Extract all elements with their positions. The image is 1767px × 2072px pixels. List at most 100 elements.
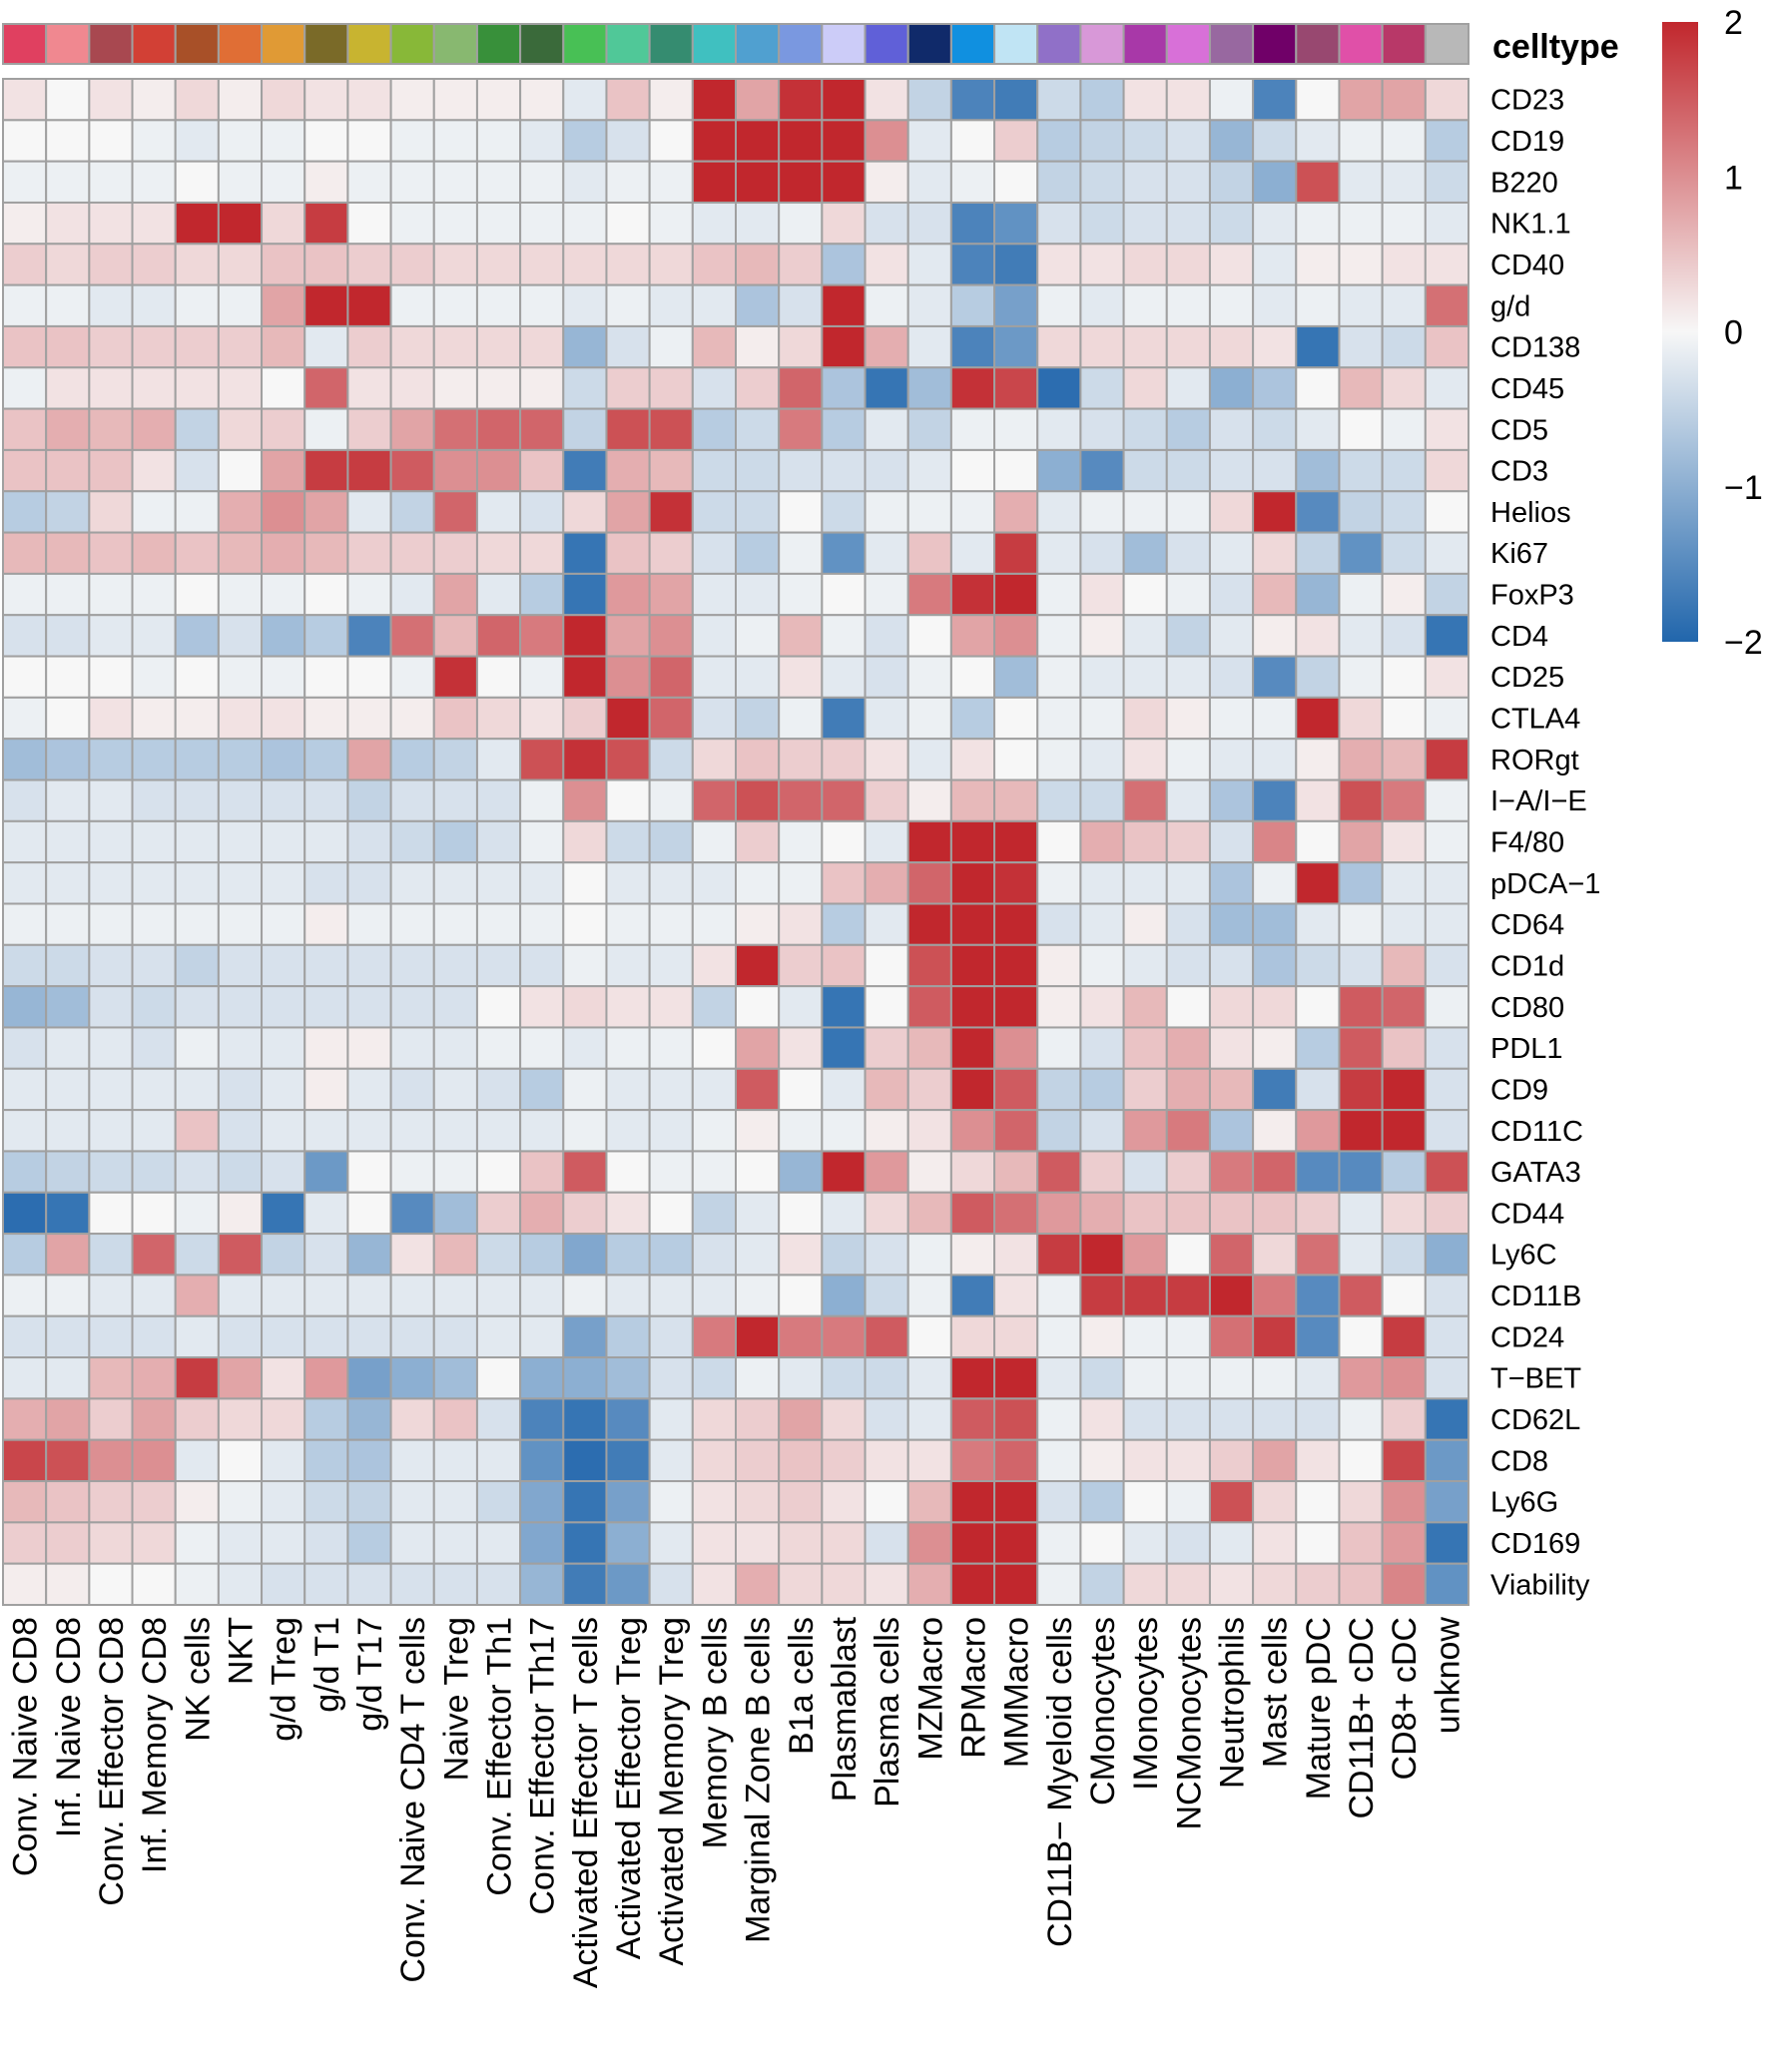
heatmap-cell xyxy=(389,324,435,369)
heatmap-cell xyxy=(949,201,996,246)
heatmap-cell xyxy=(432,1438,478,1483)
heatmap-cell xyxy=(217,1026,264,1070)
heatmap-cell xyxy=(45,1314,91,1359)
heatmap-cell xyxy=(261,283,306,327)
annotation-cell-neutrophils xyxy=(1208,23,1255,65)
heatmap-cell xyxy=(217,1521,264,1565)
heatmap-cell xyxy=(1122,985,1168,1029)
heatmap-cell xyxy=(346,1026,392,1070)
heatmap-cell xyxy=(261,366,306,410)
heatmap-cell xyxy=(1208,119,1255,163)
heatmap-cell xyxy=(1165,985,1211,1029)
heatmap-cell xyxy=(1338,1314,1384,1359)
heatmap-cell xyxy=(648,943,694,988)
heatmap-cell xyxy=(346,655,392,699)
heatmap-cell xyxy=(475,407,522,451)
heatmap-cell xyxy=(1208,985,1255,1029)
heatmap-cell xyxy=(1338,283,1384,327)
column-label-plasma-cells: Plasma cells xyxy=(869,1617,906,1808)
heatmap-cell xyxy=(778,283,824,327)
heatmap-cell xyxy=(949,861,996,905)
heatmap-cell xyxy=(346,1191,392,1236)
heatmap-cell xyxy=(993,943,1039,988)
celltype-annotation-title: celltype xyxy=(1492,28,1619,66)
heatmap-cell xyxy=(864,819,909,864)
heatmap-cell xyxy=(217,902,264,946)
heatmap-cell xyxy=(821,1438,867,1483)
annotation-cell-activated-memory-treg xyxy=(648,23,694,65)
heatmap-cell xyxy=(648,614,694,658)
heatmap-cell xyxy=(1165,1397,1211,1441)
row-label-g-d: g/d xyxy=(1490,290,1530,322)
heatmap-cell xyxy=(346,448,392,493)
heatmap-cell xyxy=(2,614,48,658)
heatmap-cell xyxy=(605,1026,651,1070)
heatmap-cell xyxy=(821,1026,867,1070)
heatmap-cell xyxy=(605,1397,651,1441)
heatmap-cell xyxy=(691,1480,738,1524)
heatmap-cell xyxy=(261,655,306,699)
heatmap-cell xyxy=(303,1026,349,1070)
heatmap-cell xyxy=(1295,1397,1341,1441)
heatmap-cell xyxy=(1338,819,1384,864)
heatmap-cell xyxy=(735,902,781,946)
row-label-nk1-1: NK1.1 xyxy=(1490,209,1571,241)
heatmap-cell xyxy=(864,119,909,163)
heatmap-cell xyxy=(735,1026,781,1070)
heatmap-cell xyxy=(475,490,522,534)
heatmap-cell xyxy=(1079,572,1125,617)
heatmap-cell xyxy=(1295,1480,1341,1524)
heatmap-cell xyxy=(346,696,392,741)
heatmap-cell xyxy=(1208,1150,1255,1194)
heatmap-cell xyxy=(1122,861,1168,905)
column-label-mast-cells: Mast cells xyxy=(1257,1617,1295,1768)
heatmap-cell xyxy=(993,243,1039,286)
heatmap-cell xyxy=(778,243,824,286)
heatmap-cell xyxy=(88,78,134,122)
heatmap-cell xyxy=(88,160,134,204)
heatmap-cell xyxy=(864,1067,909,1112)
heatmap-cell xyxy=(1122,78,1168,122)
heatmap-cell xyxy=(2,283,48,327)
annotation-cell-mzmacro xyxy=(906,23,952,65)
heatmap-cell xyxy=(217,696,264,741)
heatmap-cell xyxy=(1122,1191,1168,1236)
heatmap-cell xyxy=(1208,861,1255,905)
heatmap-cell xyxy=(2,366,48,410)
heatmap-cell xyxy=(778,572,824,617)
heatmap-cell xyxy=(1295,366,1341,410)
heatmap-cell xyxy=(45,1356,91,1400)
heatmap-cell xyxy=(949,1233,996,1277)
row-label-pdl1: PDL1 xyxy=(1490,1033,1563,1065)
heatmap-cell xyxy=(1295,696,1341,741)
heatmap-cell xyxy=(1252,324,1298,369)
heatmap-cell xyxy=(519,1356,565,1400)
heatmap-cell xyxy=(648,243,694,286)
heatmap-cell xyxy=(261,614,306,658)
heatmap-cell xyxy=(778,819,824,864)
heatmap-cell xyxy=(1165,1150,1211,1194)
heatmap-cell xyxy=(1208,1067,1255,1112)
heatmap-cell xyxy=(303,119,349,163)
annotation-cell-b1a-cells xyxy=(778,23,824,65)
heatmap-cell xyxy=(1122,614,1168,658)
heatmap-cell xyxy=(605,902,651,946)
heatmap-cell xyxy=(691,1274,738,1317)
heatmap-cell xyxy=(217,1109,264,1153)
heatmap-cell xyxy=(1338,1438,1384,1483)
heatmap-cell xyxy=(1338,614,1384,658)
heatmap-cell xyxy=(906,407,952,451)
heatmap-cell xyxy=(906,119,952,163)
heatmap-cell xyxy=(1036,490,1082,534)
heatmap-cell xyxy=(1381,1438,1427,1483)
heatmap-cell xyxy=(475,201,522,246)
legend-tick-label: −2 xyxy=(1724,624,1763,662)
heatmap-cell xyxy=(735,119,781,163)
heatmap-cell xyxy=(88,1521,134,1565)
heatmap-cell xyxy=(1165,1480,1211,1524)
heatmap-cell xyxy=(217,778,264,822)
heatmap-cell xyxy=(691,1356,738,1400)
heatmap-cell xyxy=(821,78,867,122)
heatmap-cell xyxy=(1252,201,1298,246)
heatmap-cell xyxy=(88,1397,134,1441)
